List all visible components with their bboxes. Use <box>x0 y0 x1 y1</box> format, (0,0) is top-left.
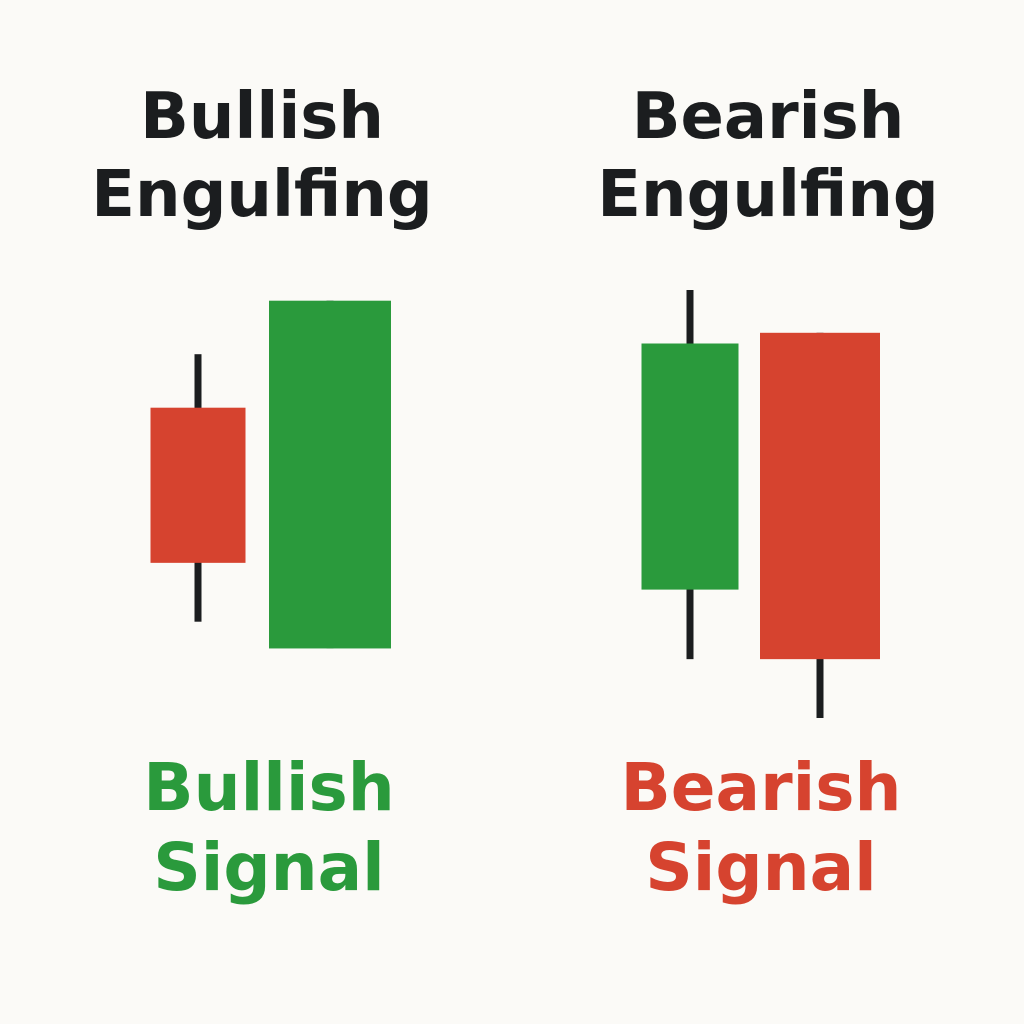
bearish-heading-line2: Engulfing <box>597 158 939 232</box>
bullish-signal-label: Bullish Signal <box>69 748 469 908</box>
bullish-prior-candle-body <box>150 407 246 563</box>
bearish-signal-line2: Signal <box>645 829 877 906</box>
bearish-engulfing-candles <box>641 290 880 718</box>
bullish-engulfing-candles <box>150 300 391 649</box>
bearish-engulfing-heading: Bearish Engulfing <box>568 78 968 234</box>
bullish-signal-line2: Signal <box>153 829 385 906</box>
bullish-heading-line1: Bullish <box>140 80 384 154</box>
bearish-prior-candle-body <box>641 343 739 590</box>
bullish-engulfing-candle-body <box>269 300 391 649</box>
bearish-signal-label: Bearish Signal <box>561 748 961 908</box>
bearish-signal-line1: Bearish <box>620 749 902 826</box>
bullish-heading-line2: Engulfing <box>91 158 433 232</box>
bullish-signal-line1: Bullish <box>143 749 395 826</box>
bearish-heading-line1: Bearish <box>631 80 905 154</box>
bullish-engulfing-heading: Bullish Engulfing <box>62 78 462 234</box>
bearish-engulfing-candle-body <box>760 332 880 660</box>
